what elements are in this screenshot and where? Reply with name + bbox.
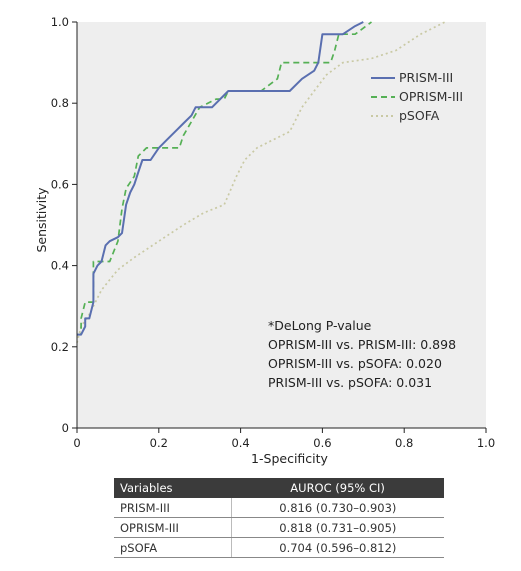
- annotation-line: OPRISM-III vs. pSOFA: 0.020: [268, 356, 442, 371]
- y-tick-label: 0: [62, 421, 69, 435]
- y-tick-label: 1.0: [51, 15, 69, 29]
- table-header-row: Variables AUROC (95% CI): [114, 478, 444, 498]
- annotation-title: *DeLong P-value: [268, 318, 372, 333]
- series-line-psofa: [76, 21, 446, 343]
- table-cell-variable: PRISM-III: [114, 498, 232, 518]
- plot-area: [77, 22, 486, 428]
- table-cell-variable: OPRISM-III: [114, 517, 232, 538]
- legend-label: PRISM-III: [399, 70, 453, 85]
- legend-label: pSOFA: [399, 108, 440, 123]
- x-axis-title: 1-Specificity: [251, 451, 328, 466]
- table-header-auroc: AUROC (95% CI): [231, 478, 444, 498]
- x-tick-label: 0.4: [231, 436, 249, 450]
- series-line-prism-iii: [77, 21, 364, 336]
- y-tick-label: 0.6: [51, 177, 69, 191]
- table-cell-auroc: 0.704 (0.596–0.812): [230, 537, 444, 558]
- auroc-table: Variables AUROC (95% CI) PRISM-III 0.816…: [114, 478, 444, 558]
- x-tick-label: 1.0: [477, 436, 495, 450]
- table-cell-variable: pSOFA: [114, 537, 232, 558]
- table-cell-auroc: 0.816 (0.730–0.903): [230, 498, 444, 518]
- x-tick-label: 0.6: [313, 436, 331, 450]
- y-tick-label: 0.4: [51, 259, 69, 273]
- table-row: OPRISM-III 0.818 (0.731–0.905): [114, 517, 444, 538]
- x-tick-label: 0.2: [150, 436, 168, 450]
- legend-label: OPRISM-III: [399, 89, 463, 104]
- table-row: PRISM-III 0.816 (0.730–0.903): [114, 498, 444, 518]
- y-axis-title: Sensitivity: [34, 187, 49, 253]
- delong-annotation: *DeLong P-value OPRISM-III vs. PRISM-III:…: [268, 318, 456, 390]
- annotation-line: OPRISM-III vs. PRISM-III: 0.898: [268, 337, 456, 352]
- roc-chart: 0 0.2 0.4 0.6 0.8 1.0 0 0.2 0.4 0.6 0.8 1.0 1-Speci…: [34, 15, 495, 466]
- legend: PRISM-III OPRISM-III pSOFA: [371, 70, 463, 123]
- x-tick-label: 0.8: [395, 436, 413, 450]
- annotation-line: PRISM-III vs. pSOFA: 0.031: [268, 375, 432, 390]
- y-tick-label: 0.2: [51, 340, 69, 354]
- table-row: pSOFA 0.704 (0.596–0.812): [114, 537, 444, 558]
- y-tick-label: 0.8: [51, 96, 69, 110]
- table-cell-auroc: 0.818 (0.731–0.905): [230, 517, 444, 538]
- table-header-variables: Variables: [114, 478, 232, 498]
- x-tick-label: 0: [73, 436, 80, 450]
